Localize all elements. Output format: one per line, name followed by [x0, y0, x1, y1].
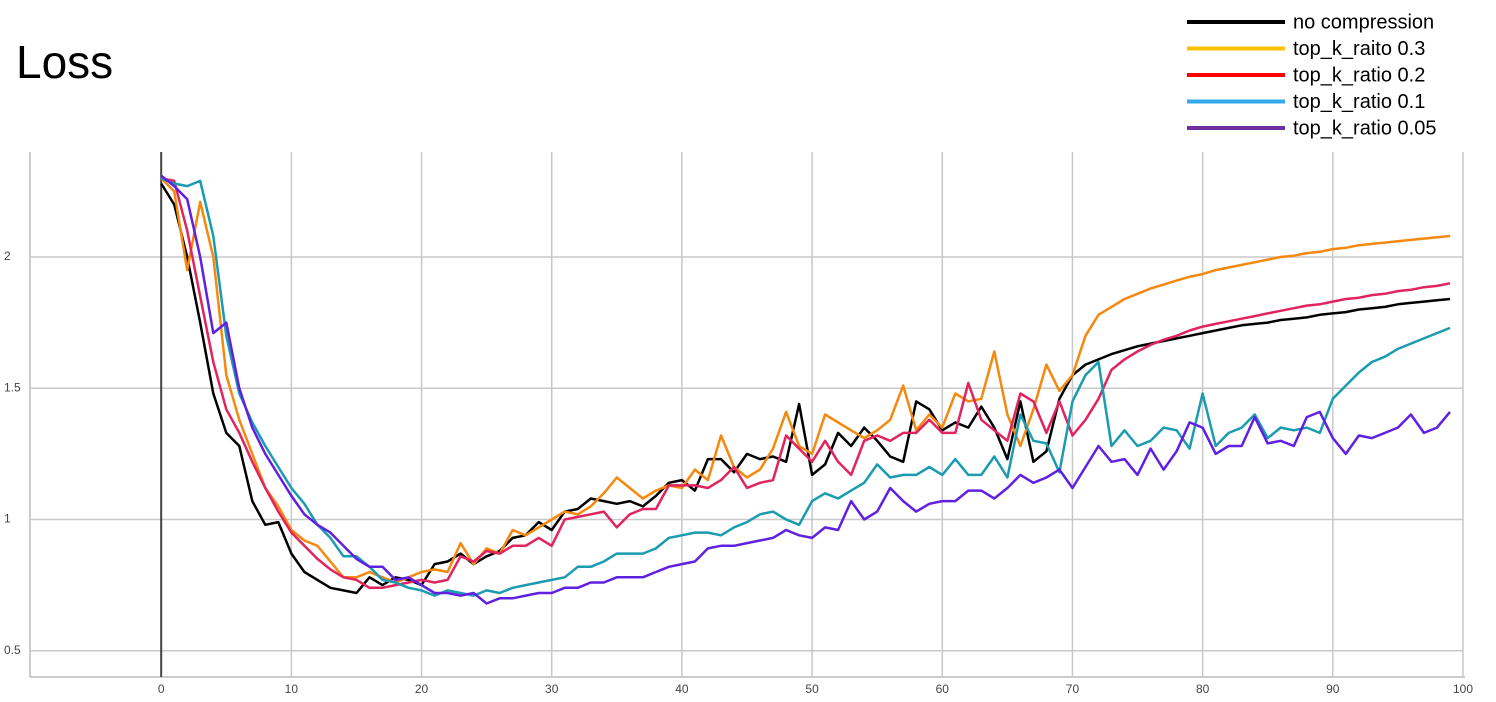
legend-label: top_k_ratio 0.1	[1293, 91, 1425, 113]
y-tick-label: 0.5	[4, 643, 21, 657]
series-line	[160, 177, 1451, 584]
chart-title: Loss	[16, 36, 113, 88]
x-tick-label: 50	[805, 682, 819, 696]
x-tick-label: 80	[1196, 682, 1210, 696]
x-tick-label: 10	[285, 682, 299, 696]
legend-label: top_k_ratio 0.05	[1293, 117, 1436, 139]
legend-label: no compression	[1293, 11, 1434, 33]
x-tick-label: 70	[1066, 682, 1080, 696]
x-tick-label: 90	[1326, 682, 1340, 696]
legend-label: top_k_ratio 0.2	[1293, 64, 1425, 86]
x-tick-label: 0	[158, 682, 165, 696]
y-tick-label: 1.5	[4, 380, 21, 394]
x-tick-label: 100	[1453, 682, 1473, 696]
series-line	[160, 177, 1451, 597]
series-line	[160, 182, 1451, 595]
y-tick-label: 2	[4, 249, 11, 263]
series-line	[160, 177, 1451, 590]
x-tick-label: 30	[545, 682, 559, 696]
x-tick-label: 60	[936, 682, 950, 696]
x-tick-label: 20	[415, 682, 429, 696]
y-tick-label: 1	[4, 512, 11, 526]
legend-label: top_k_raito 0.3	[1293, 38, 1425, 60]
x-tick-label: 40	[675, 682, 689, 696]
series-line	[160, 174, 1451, 605]
